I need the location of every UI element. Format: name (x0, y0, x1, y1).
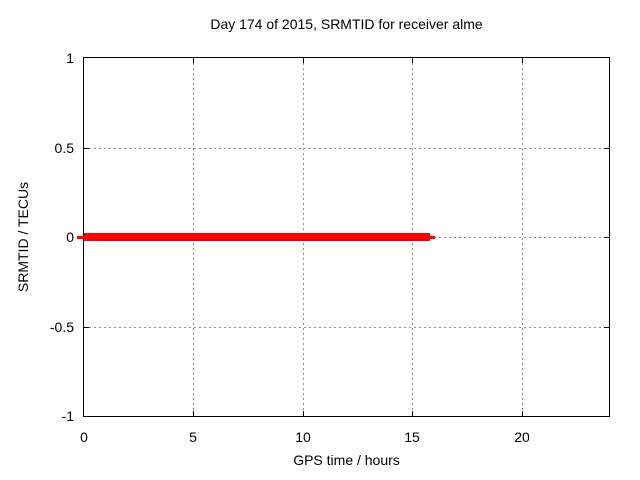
series-srmtid-line (84, 233, 430, 241)
x-axis-label: GPS time / hours (293, 452, 400, 468)
x-tick-bottom (522, 411, 523, 416)
y-tick-label: -1 (61, 408, 74, 424)
x-tick-top (303, 58, 304, 63)
y-tick-right (604, 148, 609, 149)
x-tick-bottom (303, 411, 304, 416)
chart-title: Day 174 of 2015, SRMTID for receiver alm… (210, 16, 483, 32)
x-tick-bottom (412, 411, 413, 416)
x-tick-label: 15 (404, 429, 420, 445)
y-tick-label: 0.5 (54, 140, 74, 156)
y-tick-left (84, 327, 89, 328)
x-tick-top (193, 58, 194, 63)
x-tick-label: 5 (189, 429, 197, 445)
x-tick-top (412, 58, 413, 63)
y-tick-label: 1 (66, 50, 74, 66)
x-tick-label: 20 (514, 429, 530, 445)
y-tick-right (604, 237, 609, 238)
x-tick-top (522, 58, 523, 63)
y-tick-right (604, 327, 609, 328)
x-tick-label: 0 (80, 429, 88, 445)
y-tick-left (84, 148, 89, 149)
x-tick-bottom (193, 411, 194, 416)
y-gridline (84, 327, 609, 328)
series-start-nub (77, 236, 84, 239)
plot-area (77, 57, 610, 417)
x-tick-label: 10 (295, 429, 311, 445)
y-gridline (84, 148, 609, 149)
y-tick-label: -0.5 (49, 319, 74, 335)
y-tick-label: 0 (66, 229, 74, 245)
series-end-cap (430, 236, 435, 239)
